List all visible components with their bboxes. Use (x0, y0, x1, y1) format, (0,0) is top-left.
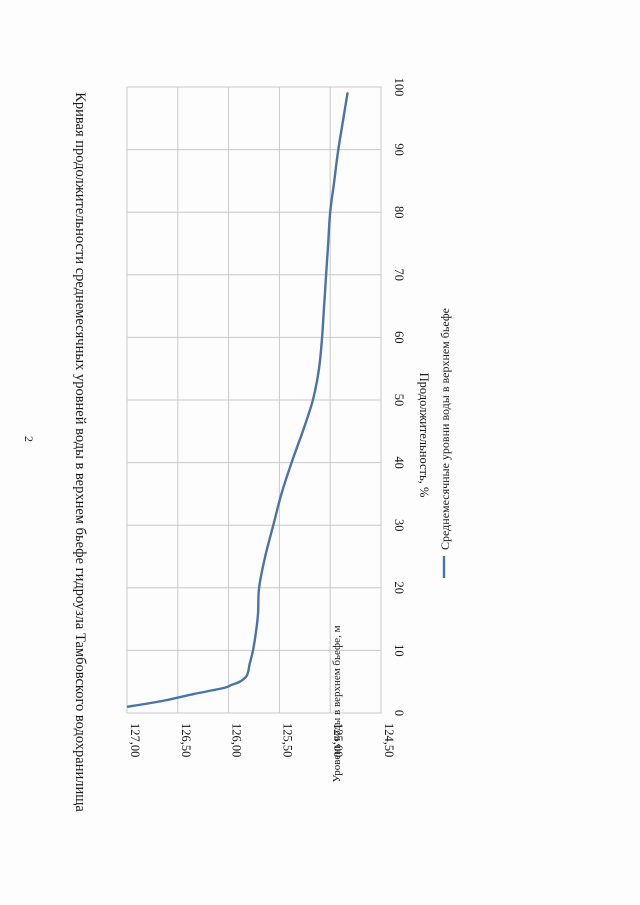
series-line-levels (126, 92, 349, 708)
chart-title: Кривая продолжительности среднемесячных … (72, 92, 88, 812)
x-tick-label: 50 (392, 394, 406, 407)
x-tick-label: 70 (392, 269, 406, 282)
x-tick-label: 20 (392, 582, 406, 595)
x-tick-label: 80 (392, 206, 406, 219)
x-tick-label: 90 (392, 143, 406, 156)
y-tick-label: 126,50 (179, 723, 193, 757)
legend-label: Среднемесячные уровни воды в верхнем бье… (438, 308, 452, 550)
x-tick-label: 10 (392, 644, 406, 657)
y-tick-label: 125,00 (331, 723, 345, 757)
legend: Среднемесячные уровни воды в верхнем бье… (438, 308, 452, 578)
x-tick-label: 100 (392, 78, 406, 97)
y-tick-label: 126,00 (230, 723, 244, 757)
y-tick-label: 124,50 (382, 723, 396, 757)
chart-grid (126, 86, 382, 714)
x-tick-label: 30 (392, 519, 406, 532)
x-tick-label: 60 (392, 331, 406, 344)
y-axis-label: Уровень воды в верхнем бьефе, м (331, 625, 343, 782)
y-tick-label: 125,50 (280, 723, 294, 757)
x-axis-label: Продолжительность, % (417, 373, 431, 498)
tick-labels: 0 10 20 30 40 50 60 70 80 90 100 124,50 125,00 125,50… (128, 78, 406, 758)
x-tick-label: 0 (392, 710, 406, 716)
x-tick-label: 40 (392, 456, 406, 469)
plot-area (126, 86, 382, 714)
y-tick-label: 127,00 (128, 723, 142, 757)
